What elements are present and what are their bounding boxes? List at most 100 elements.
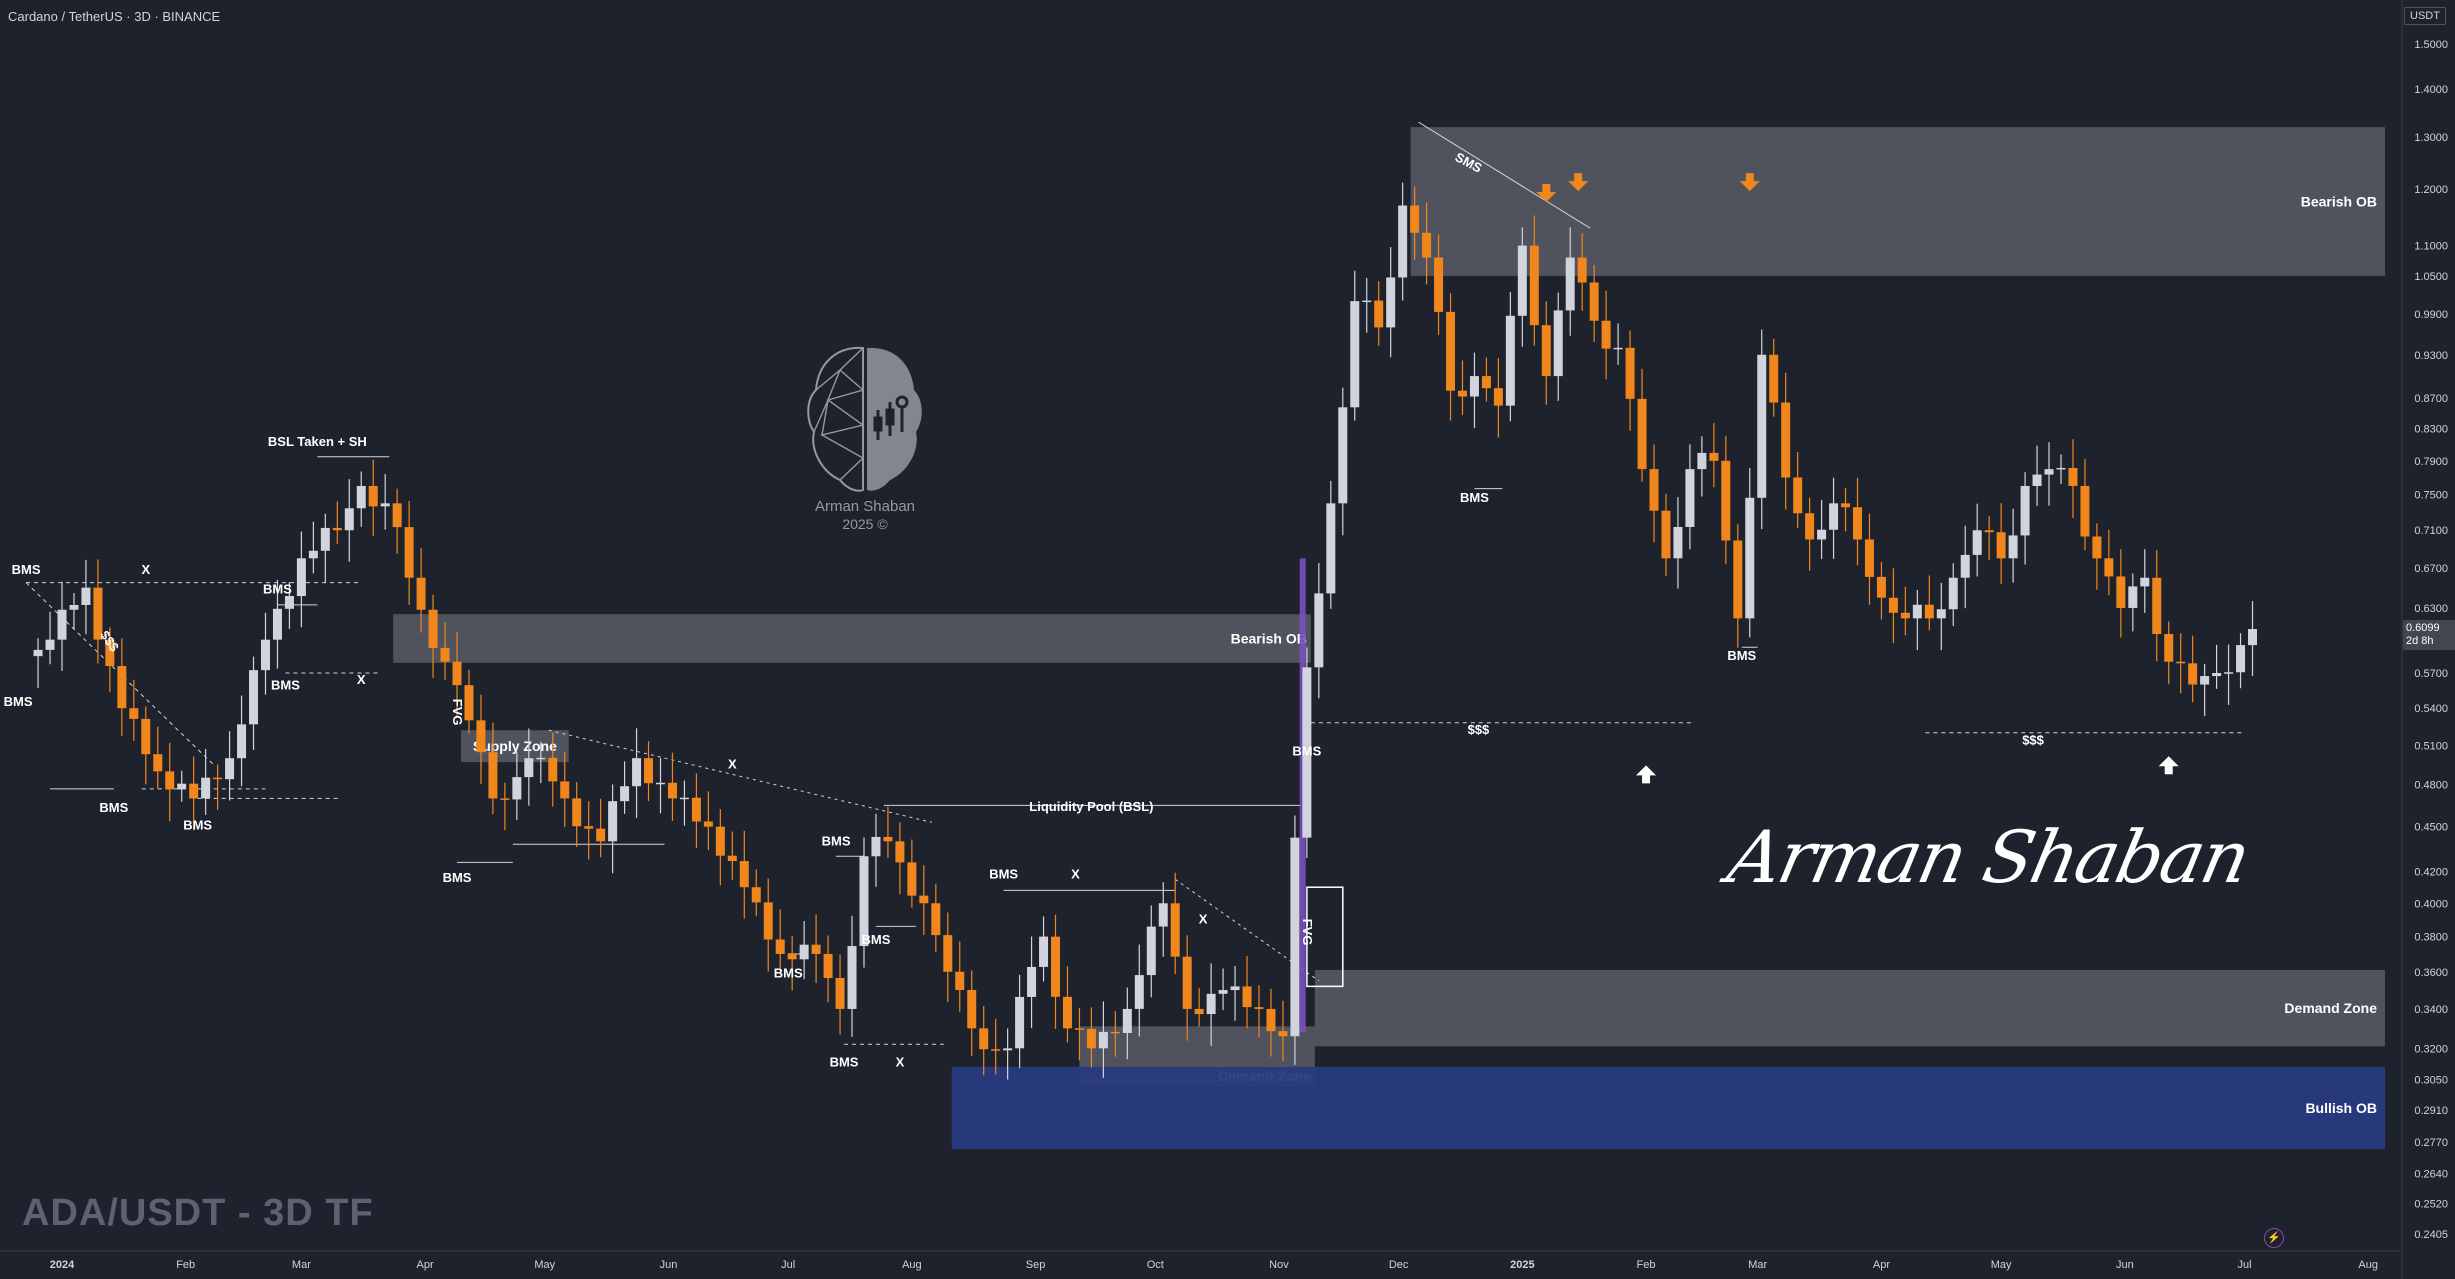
candle-body [1960,554,1970,578]
zone-label: Supply Zone [473,738,557,754]
chart-annotation: BSL Taken + SH [268,434,367,449]
candle-body [1613,347,1623,350]
chart-annotation: BMS [989,867,1018,882]
time-tick-label: Jul [781,1259,795,1271]
candle-body [1374,300,1384,328]
chart-annotation: BMS [822,833,851,848]
symbol-title: Cardano / TetherUS · 3D · BINANCE [8,9,221,24]
candle-body [368,486,378,507]
price-tick-label: 0.5400 [2414,703,2448,715]
candle-body [392,503,402,528]
price-tick-label: 0.5700 [2414,668,2448,680]
price-tick-label: 0.9300 [2414,350,2448,362]
candle-body [153,754,163,772]
chart-annotation: BMS [183,817,212,832]
candle-body [1194,1008,1204,1015]
price-tick-label: 0.3050 [2414,1075,2448,1087]
candle-body [584,826,594,829]
candle-body [2248,629,2258,646]
candle-body [763,902,773,940]
time-tick-label: Jun [660,1259,678,1271]
currency-unit-badge[interactable]: USDT [2404,7,2446,25]
chart-annotation: X [1199,912,1208,927]
price-tick-label: 0.4800 [2414,780,2448,792]
candle-body [2020,486,2030,536]
candle-body [727,855,737,862]
candle-body [1410,205,1420,233]
time-tick-label: Sep [1026,1259,1046,1271]
candle-body [2008,535,2018,559]
candle-body [1422,232,1432,258]
candle-body [1805,513,1815,540]
candle-body [225,758,235,780]
time-axis[interactable]: 2024 Feb Mar Apr May Jun Jul Aug Sep Oct Nov Dec 202… [0,1250,2402,1271]
chart-annotation: BMS [1460,490,1489,505]
candle-body [2188,663,2198,685]
annotations-layer: BMS X $$$ BMS BMS BMS BSL Taken + SH BMS BMS X FVG… [4,149,2045,1069]
candle-body [1481,376,1491,389]
chart-annotation: FVG [1300,919,1315,946]
candle-body [201,777,211,799]
chart-annotation: BMS [99,800,128,815]
candle-body [691,797,701,822]
candle-body [1182,956,1192,1009]
lightning-icon[interactable]: ⚡ [2264,1228,2284,1248]
candle-body [1218,990,1228,994]
guide-line [1174,878,1320,982]
candle-body [536,757,546,760]
brain-logo-icon [807,346,922,492]
candle-body [1434,257,1444,312]
candle-body [1924,604,1934,619]
candle-body [811,944,821,954]
chart-annotation: BMS [4,694,33,709]
logo-name: Arman Shaban [814,498,916,515]
candle-body [1386,277,1396,328]
chart-annotation: BMS [443,870,472,885]
candle-body [189,783,199,799]
candle-body [1015,996,1025,1049]
candle-body [991,1049,1001,1051]
candle-body [608,801,618,842]
last-price-value: 0.6099 [2406,622,2440,635]
candle-body [356,486,366,509]
price-tick-label: 0.4000 [2414,898,2448,910]
candle-body [1086,1028,1096,1049]
candle-body [213,777,223,780]
price-tick-label: 0.3800 [2414,932,2448,944]
candle-body [943,935,953,972]
chart-annotation: X [1071,867,1080,882]
candle-body [1972,530,1982,555]
time-tick-label: Mar [1748,1259,1767,1271]
candle-body [272,608,282,640]
candle-body [141,718,151,755]
candle-body [895,841,905,863]
candle-body [332,527,342,531]
candle-body [488,752,498,799]
candle-body [835,977,845,1009]
price-axis[interactable]: 1.5000 1.4000 1.3000 1.2000 1.1000 1.0500 0.99… [2401,0,2448,1279]
candle-body [1829,503,1839,530]
zone-rect [1410,127,2385,276]
price-tick-label: 0.7100 [2414,525,2448,537]
candle-body [596,828,606,842]
candle-body [871,836,881,857]
chart-annotation: $$$ [2022,732,2044,747]
time-tick-label: Dec [1389,1259,1409,1271]
chart-annotation: X [896,1055,905,1070]
price-tick-label: 0.2520 [2414,1199,2448,1211]
price-tick-label: 0.6300 [2414,603,2448,615]
candle-body [428,609,438,648]
candle-body [2200,676,2210,685]
candle-body [1206,993,1216,1015]
candle-body [1469,376,1479,397]
chart-annotation: X [728,757,737,772]
candle-body [416,577,426,610]
candle-body [57,609,67,640]
candle-body [1601,320,1611,349]
candle-body [2140,577,2150,587]
candle-body [1051,936,1061,997]
time-tick-label: Nov [1269,1259,1289,1271]
arrow-down-icon [1536,183,1557,202]
logo-year: 2025 © [842,516,888,532]
